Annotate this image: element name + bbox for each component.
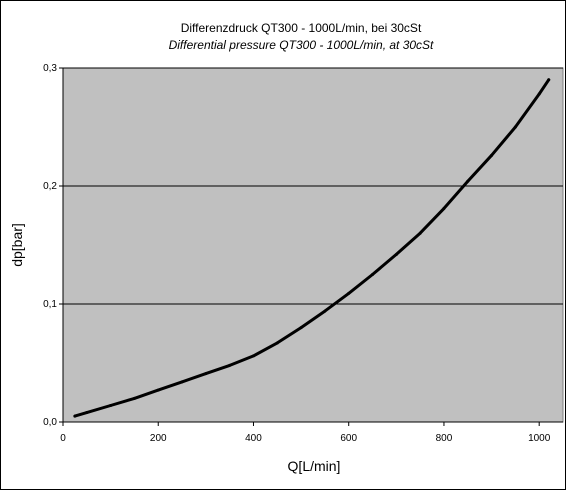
x-tick-label: 600: [340, 433, 357, 444]
data-point: [180, 380, 184, 384]
axes: [59, 67, 563, 426]
data-point: [204, 372, 208, 376]
data-point: [73, 414, 77, 418]
plot-area: [62, 67, 564, 423]
data-point: [275, 341, 279, 345]
gridlines: [63, 67, 563, 305]
chart-title: Differenzdruck QT300 - 1000L/min, bei 30…: [181, 21, 422, 35]
data-point: [418, 231, 422, 235]
data-point: [323, 309, 327, 313]
y-tick-label: 0,0: [43, 417, 57, 428]
x-tick-label: 800: [436, 433, 453, 444]
y-tick-label: 0,1: [43, 299, 57, 310]
tick-labels: 0,0 0,1 0,2 0,3 0 200 400 600 800 1000: [43, 63, 551, 444]
x-axis-label: Q[L/min]: [288, 458, 341, 474]
data-point: [251, 354, 255, 358]
x-tick-label: 400: [245, 433, 262, 444]
x-tick-label: 200: [150, 433, 167, 444]
y-tick-label: 0,2: [43, 181, 57, 192]
series-line-0: [73, 78, 551, 418]
data-point: [547, 78, 551, 82]
data-point: [85, 411, 89, 415]
data-point: [347, 291, 351, 295]
data-point: [132, 396, 136, 400]
data-point: [156, 388, 160, 392]
y-tick-label: 0,3: [43, 63, 57, 74]
data-point: [442, 206, 446, 210]
data-point: [490, 153, 494, 157]
y-axis-label: dp[bar]: [9, 223, 25, 267]
series-group: [73, 78, 551, 418]
data-point: [109, 403, 113, 407]
data-point: [513, 125, 517, 129]
x-tick-label: 1000: [528, 433, 551, 444]
data-point: [537, 92, 541, 96]
data-point: [466, 179, 470, 183]
data-point: [228, 363, 232, 367]
x-tick-label: 0: [60, 433, 66, 444]
data-point: [299, 326, 303, 330]
data-point: [394, 252, 398, 256]
chart-subtitle: Differential pressure QT300 - 1000L/min,…: [169, 38, 434, 52]
data-point: [371, 273, 375, 276]
